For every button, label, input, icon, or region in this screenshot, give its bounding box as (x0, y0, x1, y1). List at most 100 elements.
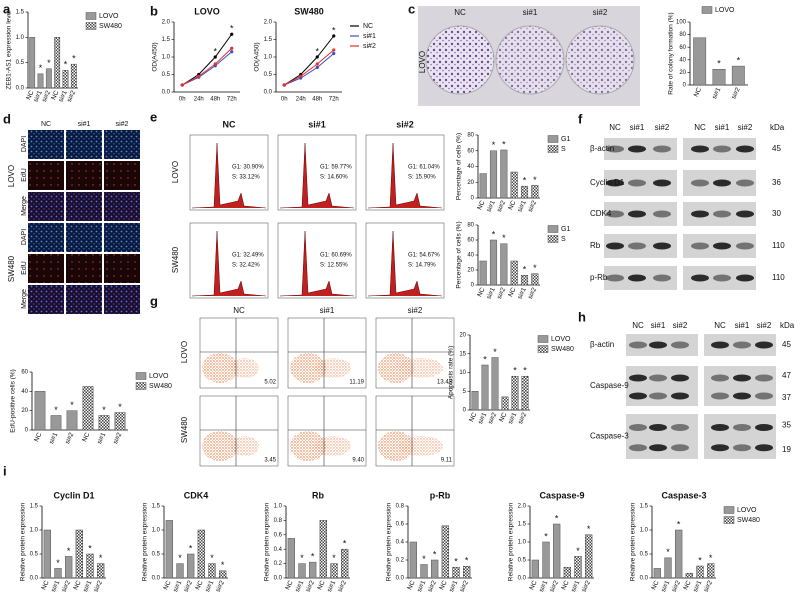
y-axis-label: ZEB1-AS1 expression level (6, 10, 13, 90)
histogram-curve (367, 142, 443, 209)
significance-mark: * (492, 140, 496, 150)
point (230, 32, 234, 36)
bar (531, 559, 539, 579)
cell-cloud (290, 431, 326, 461)
significance-mark: * (698, 555, 702, 565)
band-label: β-actin (590, 144, 614, 153)
bar (176, 563, 184, 579)
kda-label: 35 (782, 420, 791, 429)
fluorescence-image (28, 285, 64, 314)
legend-swatch (723, 516, 735, 524)
column-label: NC (233, 306, 245, 315)
x-tick-label: si#2 (527, 199, 539, 213)
significance-mark: * (72, 54, 76, 64)
blot-band (671, 392, 689, 400)
significance-mark: * (493, 347, 497, 357)
bar (489, 150, 498, 199)
y-tick-label: 1.5 (16, 10, 25, 16)
x-tick-label: si#1 (57, 89, 69, 103)
legend-swatch (723, 506, 735, 514)
blot-band (629, 424, 647, 431)
x-tick-label: 48h (210, 97, 220, 103)
x-tick-label: NC (507, 286, 517, 298)
stain-label: EdU (21, 168, 28, 182)
cell-cloud (378, 431, 414, 461)
bar (712, 69, 726, 86)
bar (489, 239, 498, 286)
quadrant-value: 3.45 (264, 458, 276, 464)
panel-letter: a (3, 1, 11, 16)
blot-band (733, 392, 751, 400)
column-label: si#2 (673, 321, 688, 330)
blot-band (653, 179, 671, 187)
band-label: p-Rb (590, 273, 608, 282)
y-axis-label: Apoptosis rate (%) (448, 346, 455, 399)
row-label: SW480 (180, 416, 189, 443)
kda-label: 45 (772, 144, 781, 153)
blot-band (736, 210, 754, 218)
point (332, 51, 336, 56)
blot-band (755, 392, 773, 400)
blot-band (755, 424, 773, 431)
cell-cloud (315, 358, 351, 378)
stain-label: EdU (21, 261, 28, 275)
significance-mark: * (737, 55, 741, 65)
column-label: si#2 (738, 123, 753, 132)
cell-cloud (378, 353, 414, 383)
y-axis-label: Rate of colony formation (%) (668, 12, 675, 94)
column-label: si#1 (308, 119, 326, 129)
column-label: si#2 (757, 321, 772, 330)
bar (479, 260, 487, 286)
y-tick-label: 60 (467, 238, 474, 244)
bar (82, 386, 94, 431)
blot-band (606, 242, 624, 250)
blot-band (711, 374, 729, 382)
x-tick-label: NC (406, 579, 416, 591)
cell-cloud (399, 436, 443, 456)
bar (511, 376, 519, 411)
band-label: β-actin (590, 340, 614, 349)
significance-mark: * (99, 553, 103, 563)
gate-label: S: 14.60% (320, 175, 348, 181)
column-label: si#2 (396, 119, 414, 129)
gate-label: S: 14.79% (408, 263, 436, 269)
histogram-frame (277, 222, 357, 299)
band-label: Caspase-3 (590, 432, 629, 441)
kda-label: 36 (772, 178, 781, 187)
significance-mark: * (717, 59, 721, 69)
y-tick-label: 80 (467, 223, 474, 229)
row-label: LOVO (171, 161, 180, 183)
bar (65, 556, 73, 579)
blot-strip (704, 366, 776, 406)
row-label: SW480 (171, 246, 180, 273)
histogram-curve (279, 230, 355, 297)
significance-mark: * (555, 513, 559, 523)
blot-band (649, 374, 667, 382)
column-label: NC (632, 321, 644, 330)
line (284, 53, 335, 86)
chart-title: CDK4 (184, 490, 209, 500)
bar (653, 568, 661, 579)
y-tick-label: 0.4 (396, 540, 405, 546)
point (315, 62, 319, 66)
column-label: NC (41, 121, 51, 128)
y-tick-label: 0.5 (518, 558, 527, 564)
x-tick-label: si#2 (459, 579, 471, 593)
quadrant-value: 13.43 (437, 380, 453, 386)
x-tick-label: 72h (329, 97, 339, 103)
cell-cloud (290, 353, 326, 383)
x-tick-label: si#2 (427, 579, 439, 593)
y-axis-label: Relative protein expression (264, 502, 271, 581)
x-tick-label: si#2 (215, 579, 227, 593)
bar (563, 566, 571, 579)
column-label: si#2 (116, 121, 129, 128)
kda-label: 30 (772, 209, 781, 218)
x-tick-label: si#2 (66, 89, 78, 103)
y-tick-label: 1.0 (518, 540, 527, 546)
blot-band (606, 145, 624, 153)
x-tick-label: NC (468, 411, 478, 423)
y-tick-label: 1.0 (30, 528, 39, 534)
bar (34, 391, 46, 431)
histogram-curve (191, 230, 267, 297)
column-label: si#1 (715, 123, 730, 132)
